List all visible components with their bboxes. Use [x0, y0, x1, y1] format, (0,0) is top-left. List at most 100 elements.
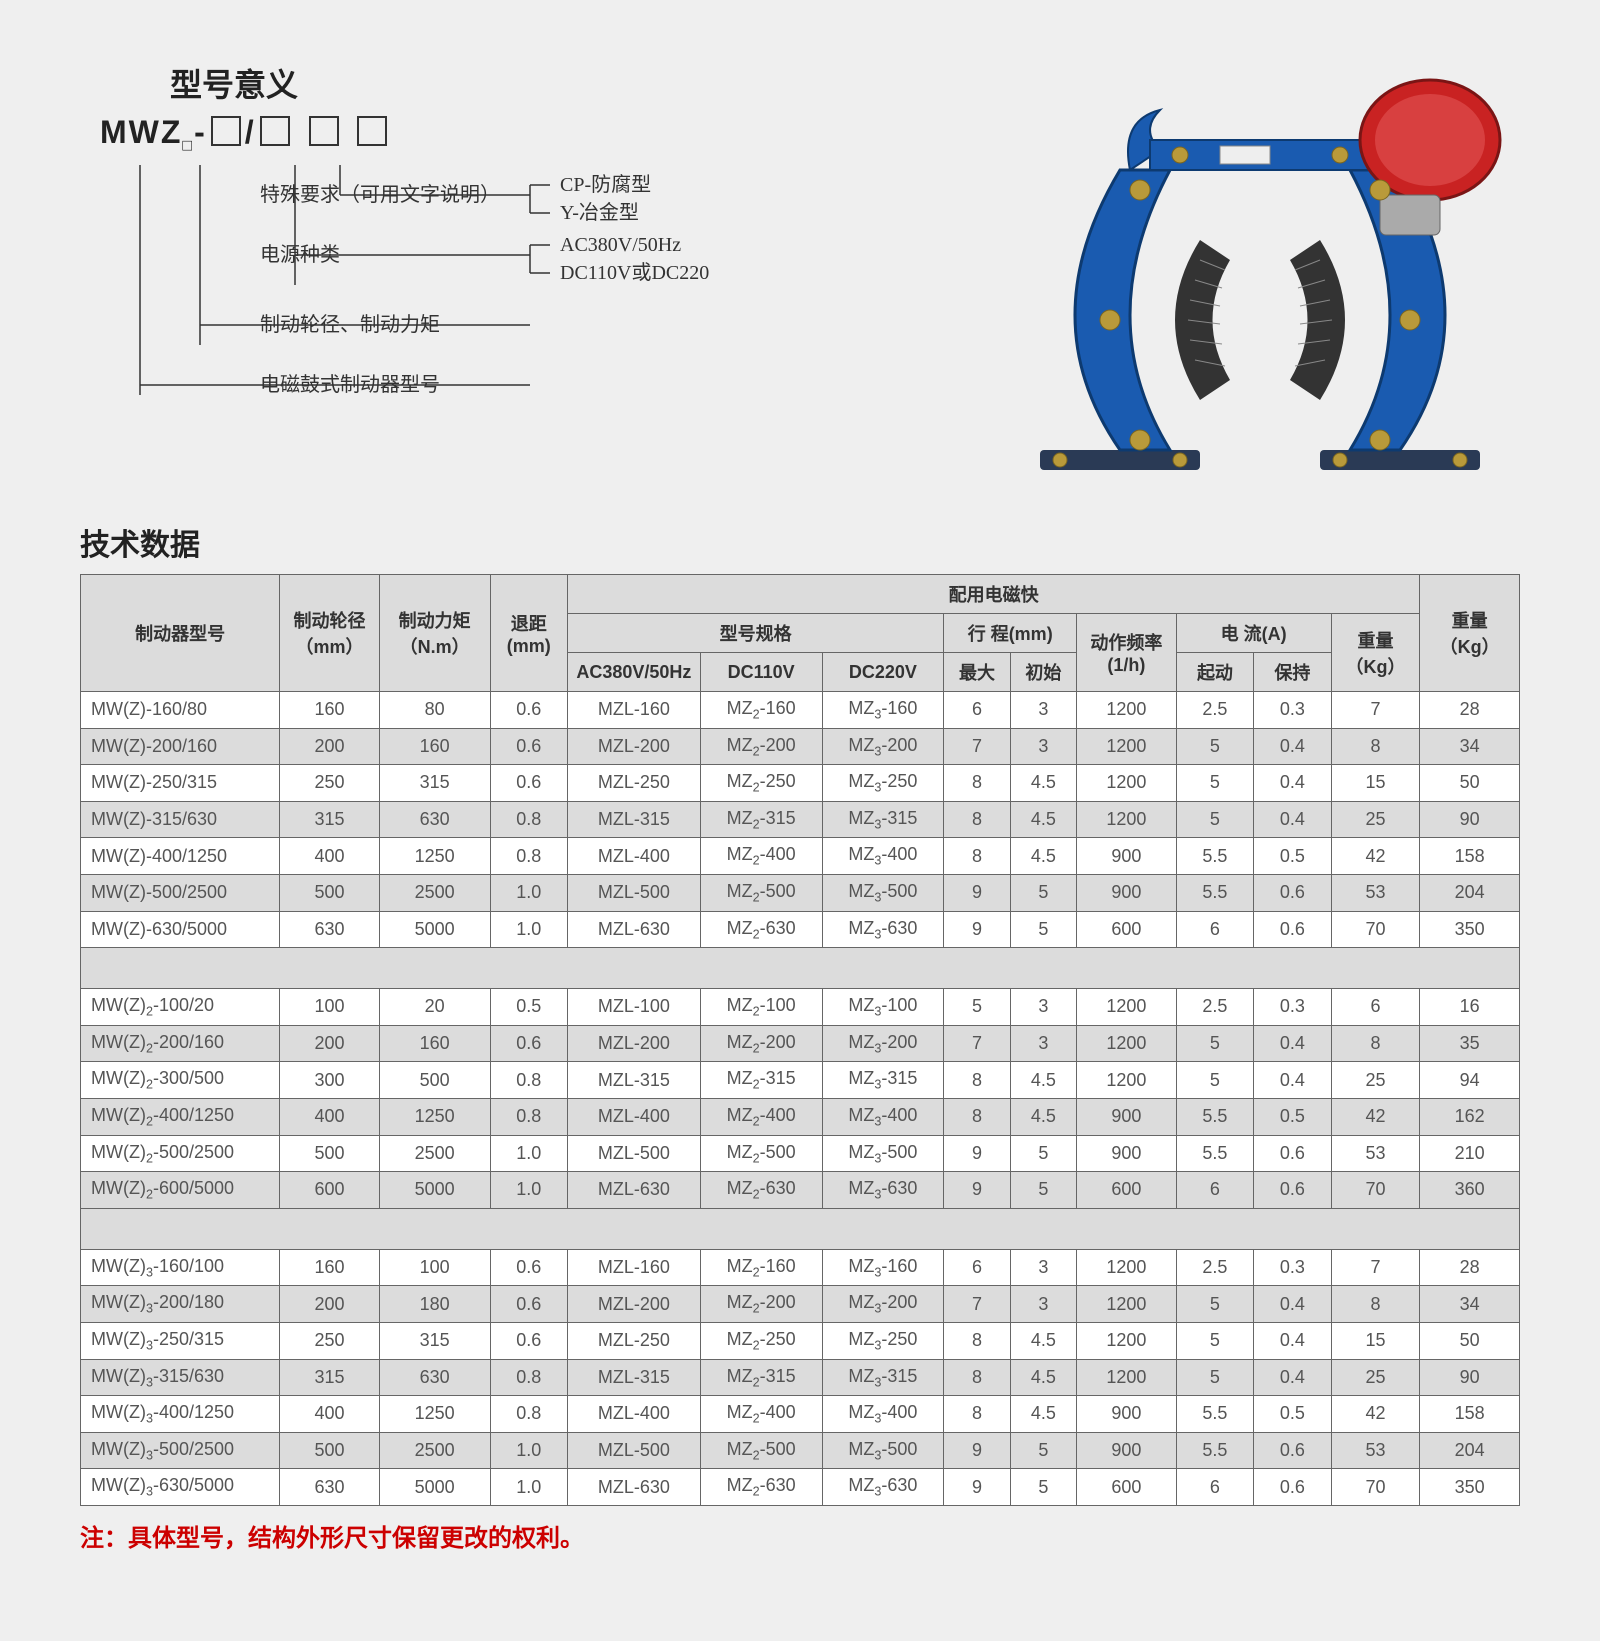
table-cell: 53	[1331, 1432, 1420, 1469]
table-cell: MZ3-315	[822, 1359, 944, 1396]
table-cell: MW(Z)-160/80	[81, 692, 280, 729]
table-cell: 5	[944, 989, 1010, 1026]
table-cell: MZ2-250	[700, 1322, 822, 1359]
table-cell: 2.5	[1176, 989, 1253, 1026]
table-cell: 6	[1331, 989, 1420, 1026]
th-dc220: DC220V	[822, 653, 944, 692]
table-cell: 1200	[1077, 1286, 1177, 1323]
table-cell: 0.5	[1254, 838, 1331, 875]
table-cell: 158	[1420, 838, 1520, 875]
table-cell: 360	[1420, 1172, 1520, 1209]
table-cell: 0.4	[1254, 1359, 1331, 1396]
table-row: MW(Z)3-315/6303156300.8MZL-315MZ2-315MZ3…	[81, 1359, 1520, 1396]
table-cell: MZL-250	[567, 765, 700, 802]
table-cell: 0.8	[490, 1359, 567, 1396]
line3-label: 制动轮径、制动力矩	[260, 313, 440, 336]
table-cell: 25	[1331, 1062, 1420, 1099]
table-cell: 50	[1420, 1322, 1520, 1359]
table-cell: 5	[1010, 874, 1076, 911]
spec-table: 制动器型号 制动轮径（mm） 制动力矩（N.m） 退距(mm) 配用电磁快 重量…	[80, 574, 1520, 1506]
table-cell: 0.6	[1254, 1469, 1331, 1506]
table-cell: 350	[1420, 1469, 1520, 1506]
table-cell: 25	[1331, 801, 1420, 838]
table-cell: MZL-100	[567, 989, 700, 1026]
table-cell: 4.5	[1010, 1062, 1076, 1099]
table-cell: 2500	[379, 874, 490, 911]
table-cell: 1.0	[490, 911, 567, 948]
table-cell: MW(Z)2-200/160	[81, 1025, 280, 1062]
table-cell: 4.5	[1010, 838, 1076, 875]
table-cell: MZ2-315	[700, 1359, 822, 1396]
table-cell: 5.5	[1176, 1396, 1253, 1433]
table-cell: 90	[1420, 801, 1520, 838]
table-cell: MZ3-160	[822, 692, 944, 729]
table-cell: MZL-315	[567, 1062, 700, 1099]
table-cell: 2.5	[1176, 692, 1253, 729]
table-cell: MW(Z)2-500/2500	[81, 1135, 280, 1172]
table-cell: 204	[1420, 1432, 1520, 1469]
table-cell: 0.6	[1254, 1432, 1331, 1469]
table-cell: 0.4	[1254, 801, 1331, 838]
table-cell: MZ2-100	[700, 989, 822, 1026]
table-cell: 5	[1010, 1469, 1076, 1506]
table-cell: MZL-200	[567, 728, 700, 765]
line2-label: 电源种类	[260, 243, 340, 266]
th-stroke-group: 行 程(mm)	[944, 614, 1077, 653]
table-row: MW(Z)-630/500063050001.0MZL-630MZ2-630MZ…	[81, 911, 1520, 948]
table-cell: 500	[280, 1432, 380, 1469]
table-cell: 200	[280, 1286, 380, 1323]
table-cell: 0.3	[1254, 989, 1331, 1026]
table-cell: 1250	[379, 838, 490, 875]
table-cell: MZ2-200	[700, 728, 822, 765]
table-cell: 1200	[1077, 1062, 1177, 1099]
table-cell: 94	[1420, 1062, 1520, 1099]
table-cell: 500	[280, 1135, 380, 1172]
table-cell: 0.8	[490, 1396, 567, 1433]
table-cell: 8	[1331, 1025, 1420, 1062]
table-cell: 5	[1176, 765, 1253, 802]
table-cell: 8	[944, 1098, 1010, 1135]
th-stroke-init: 初始	[1010, 653, 1076, 692]
table-cell: MZL-315	[567, 1359, 700, 1396]
table-cell: 0.4	[1254, 1286, 1331, 1323]
table-cell: MZ3-400	[822, 1396, 944, 1433]
th-stroke-max: 最大	[944, 653, 1010, 692]
table-cell: MZ3-100	[822, 989, 944, 1026]
table-row: MW(Z)3-400/125040012500.8MZL-400MZ2-400M…	[81, 1396, 1520, 1433]
table-cell: 4.5	[1010, 1396, 1076, 1433]
table-cell: 53	[1331, 874, 1420, 911]
table-cell: 180	[379, 1286, 490, 1323]
table-cell: 0.3	[1254, 692, 1331, 729]
table-cell: 6	[1176, 911, 1253, 948]
table-cell: MZ3-315	[822, 1062, 944, 1099]
table-cell: MZL-160	[567, 1249, 700, 1286]
table-cell: 9	[944, 911, 1010, 948]
table-cell: 1200	[1077, 1322, 1177, 1359]
table-cell: MW(Z)3-500/2500	[81, 1432, 280, 1469]
table-cell: MZL-400	[567, 1396, 700, 1433]
table-cell: 0.6	[1254, 1172, 1331, 1209]
table-cell: MZ3-630	[822, 1469, 944, 1506]
table-cell: 1200	[1077, 765, 1177, 802]
table-cell: 1200	[1077, 1025, 1177, 1062]
table-cell: MW(Z)2-300/500	[81, 1062, 280, 1099]
table-cell: MZ2-160	[700, 1249, 822, 1286]
table-cell: 16	[1420, 989, 1520, 1026]
table-cell: MW(Z)2-600/5000	[81, 1172, 280, 1209]
table-cell: 160	[379, 1025, 490, 1062]
table-cell: 1200	[1077, 801, 1177, 838]
table-cell: 630	[280, 911, 380, 948]
table-cell: MZ3-250	[822, 1322, 944, 1359]
table-cell: 53	[1331, 1135, 1420, 1172]
table-cell: 5.5	[1176, 874, 1253, 911]
table-cell: 6	[1176, 1172, 1253, 1209]
table-cell: 70	[1331, 1469, 1420, 1506]
table-row: MW(Z)2-500/250050025001.0MZL-500MZ2-500M…	[81, 1135, 1520, 1172]
table-cell: 630	[280, 1469, 380, 1506]
table-cell: MZ2-500	[700, 874, 822, 911]
table-cell: 15	[1331, 765, 1420, 802]
th-retreat: 退距(mm)	[490, 575, 567, 692]
table-cell: MZL-500	[567, 874, 700, 911]
table-cell: MZ3-400	[822, 1098, 944, 1135]
table-row: MW(Z)-200/1602001600.6MZL-200MZ2-200MZ3-…	[81, 728, 1520, 765]
